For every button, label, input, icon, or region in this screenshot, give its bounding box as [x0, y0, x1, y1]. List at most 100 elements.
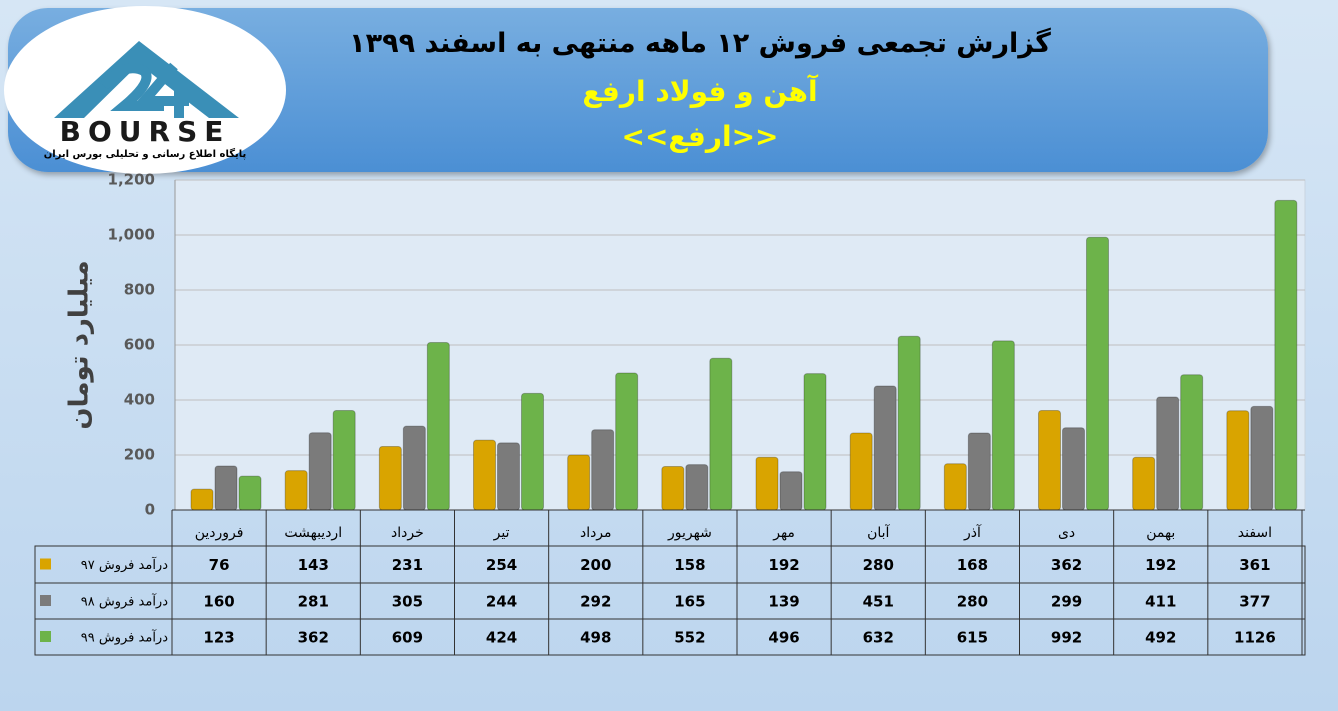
table-value: 281 [298, 593, 329, 611]
bar [1156, 396, 1180, 511]
bar [473, 439, 496, 511]
table-value: 362 [1051, 556, 1082, 574]
y-tick-label: 400 [124, 391, 155, 409]
bar [378, 445, 402, 511]
bar [332, 409, 356, 511]
table-value: 424 [486, 629, 517, 647]
bar [308, 432, 332, 511]
table-value: 377 [1239, 593, 1270, 611]
x-tick-label: بهمن [1146, 525, 1175, 541]
bar [1132, 456, 1156, 511]
chart-title: گزارش تجمعی فروش ۱۲ ماهه منتهی به اسفند … [349, 28, 1051, 59]
table-value: 411 [1145, 593, 1176, 611]
table-value: 492 [1145, 629, 1176, 647]
bar [615, 372, 639, 511]
bar [1226, 410, 1250, 511]
bar [967, 432, 991, 511]
legend-label: درآمد فروش ۹۷ [81, 556, 168, 573]
x-tick-label: تیر [493, 525, 510, 541]
bar [991, 340, 1015, 511]
table-value: 1126 [1234, 629, 1276, 647]
bar [897, 335, 921, 511]
table-value: 165 [674, 593, 705, 611]
table-value: 200 [580, 556, 611, 574]
y-tick-label: 1,200 [108, 171, 155, 189]
x-tick-label: مهر [772, 525, 795, 541]
y-tick-label: 600 [124, 336, 155, 354]
legend-swatch [40, 631, 51, 642]
legend-label: درآمد فروش ۹۹ [81, 629, 168, 646]
bar [426, 342, 450, 511]
chart-subtitle: آهن و فولاد ارفع [582, 75, 818, 108]
table-value: 168 [957, 556, 988, 574]
table-value: 498 [580, 629, 611, 647]
table-value: 361 [1239, 556, 1270, 574]
table-value: 992 [1051, 629, 1082, 647]
table-value: 305 [392, 593, 423, 611]
bar [1038, 409, 1061, 511]
x-tick-label: آذر [963, 524, 982, 541]
logo-art: BOURSE پایگاه اطلاع رسانی و تحلیلی بورس … [44, 41, 247, 160]
logo-name: BOURSE [60, 115, 231, 148]
table-value: 192 [1145, 556, 1176, 574]
table-value: 632 [863, 629, 894, 647]
bar [1180, 374, 1204, 511]
bar [238, 475, 262, 511]
legend-label: درآمد فروش ۹۸ [81, 593, 168, 610]
bar [521, 392, 544, 511]
table-value: 143 [298, 556, 329, 574]
bar [402, 425, 426, 511]
bar [803, 373, 827, 511]
y-tick-label: 0 [145, 501, 155, 519]
y-tick-label: 800 [124, 281, 155, 299]
table-value: 192 [768, 556, 799, 574]
bar [755, 456, 779, 511]
table-value: 280 [863, 556, 894, 574]
table-value: 292 [580, 593, 611, 611]
table-value: 76 [209, 556, 230, 574]
bar [873, 385, 897, 511]
x-tick-label: مرداد [580, 525, 612, 541]
x-tick-label: اسفند [1238, 525, 1272, 541]
x-tick-label: آبان [867, 524, 890, 541]
legend-swatch [40, 595, 51, 606]
bar [214, 465, 238, 511]
y-tick-label: 200 [124, 446, 155, 464]
table-value: 362 [298, 629, 329, 647]
table-value: 160 [203, 593, 234, 611]
bar [1274, 199, 1298, 511]
bar [685, 464, 709, 511]
x-tick-label: فروردین [195, 525, 244, 541]
logo: BOURSE پایگاه اطلاع رسانی و تحلیلی بورس … [4, 6, 286, 174]
bar [943, 463, 967, 511]
bar [779, 471, 803, 511]
bar [849, 432, 873, 511]
table-value: 123 [203, 629, 234, 647]
bar [1062, 427, 1085, 511]
table-value: 496 [768, 629, 799, 647]
y-axis-label: میلیارد تومان [65, 260, 95, 429]
x-tick-label: شهریور [667, 525, 712, 541]
table-value: 609 [392, 629, 423, 647]
table-value: 299 [1051, 593, 1082, 611]
x-tick-label: خرداد [391, 525, 424, 541]
bar [591, 429, 615, 511]
table-value: 139 [768, 593, 799, 611]
table-value: 280 [957, 593, 988, 611]
bar [497, 442, 520, 511]
bar [284, 470, 308, 511]
table-value: 451 [863, 593, 894, 611]
table-value: 244 [486, 593, 517, 611]
bar [567, 454, 591, 511]
x-tick-label: اردیبهشت [284, 525, 342, 541]
bar [661, 466, 685, 511]
table-value: 254 [486, 556, 517, 574]
table-value: 231 [392, 556, 423, 574]
bar [709, 357, 733, 511]
table-value: 552 [674, 629, 705, 647]
table-value: 158 [674, 556, 705, 574]
bar [190, 488, 214, 511]
logo-tagline: پایگاه اطلاع رسانی و تحلیلی بورس ایران [44, 147, 247, 160]
